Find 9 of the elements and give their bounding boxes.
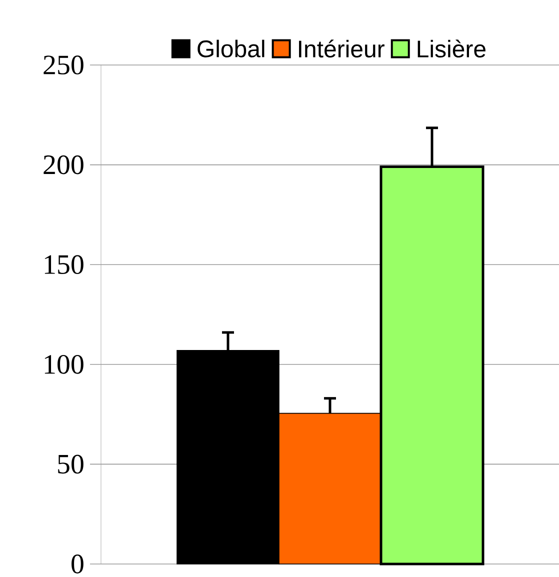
legend-label: Intérieur bbox=[299, 40, 384, 58]
y-tick-label: 100 bbox=[44, 354, 84, 374]
y-tick-label: 150 bbox=[44, 255, 84, 274]
y-tick-label: 50 bbox=[58, 454, 84, 474]
y-tick-label: 250 bbox=[44, 56, 84, 74]
y-tick-label: 0 bbox=[72, 554, 84, 574]
y-tick-label: 200 bbox=[44, 155, 84, 174]
legend-label: Lisière bbox=[418, 40, 486, 58]
legend-label: Global bbox=[198, 40, 264, 58]
